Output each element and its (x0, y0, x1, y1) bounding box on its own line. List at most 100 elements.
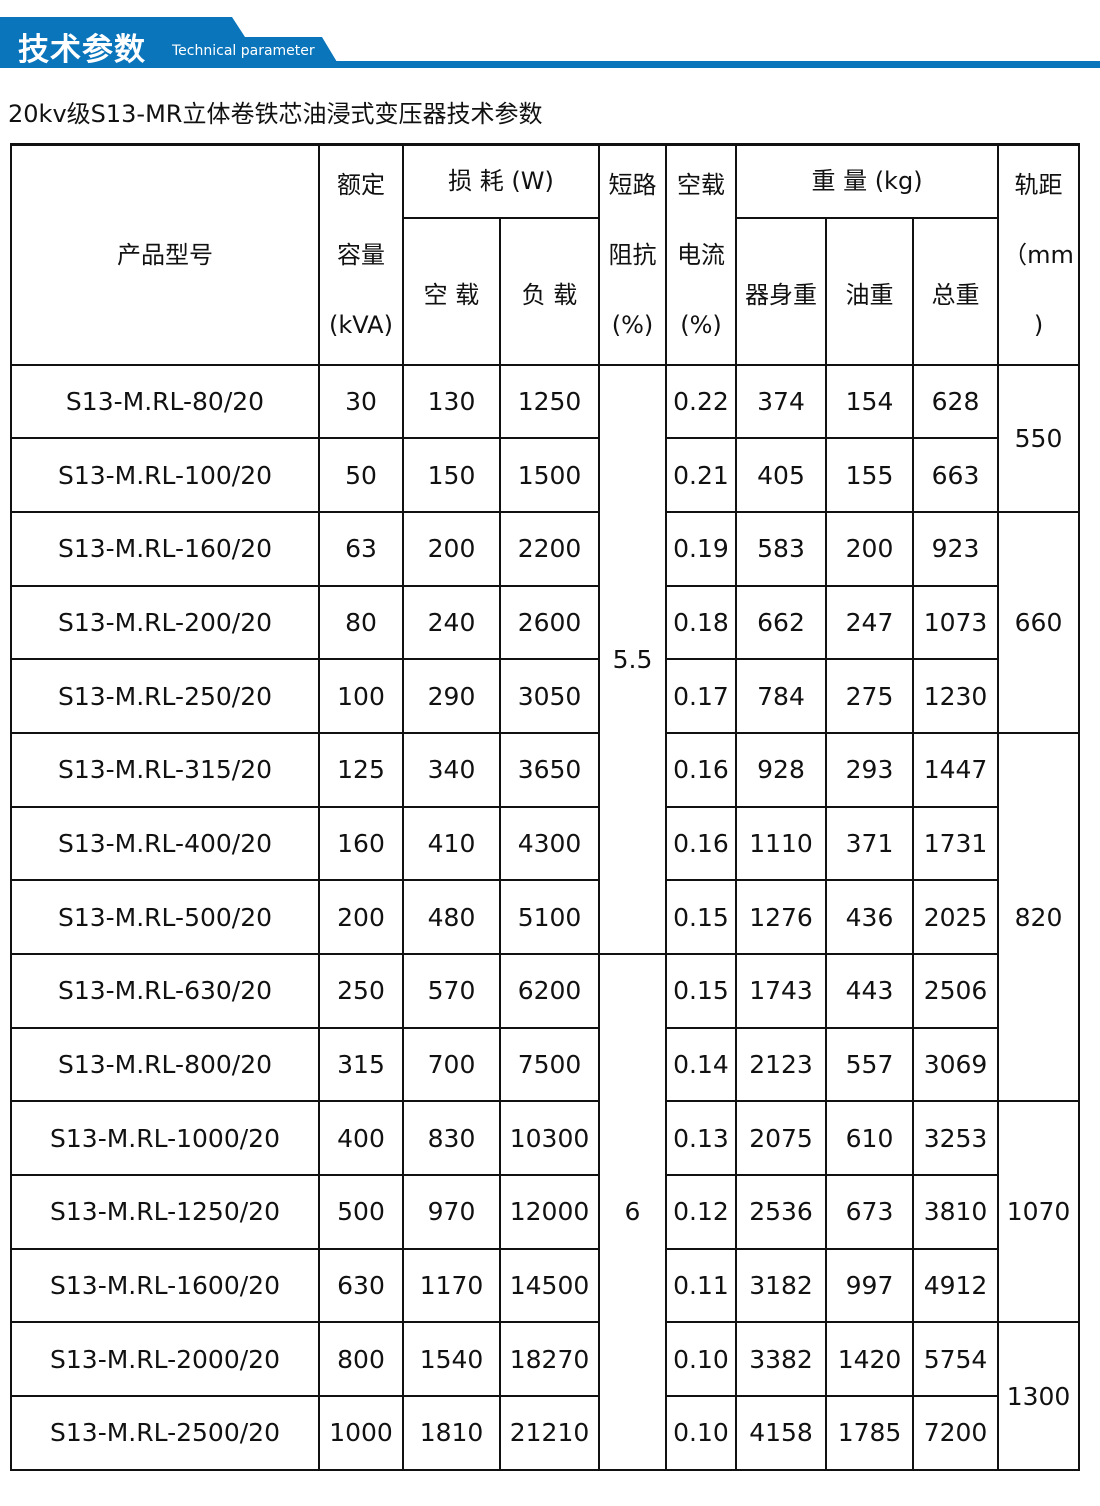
cell-capacity: 800 (318, 1321, 404, 1398)
cell-loss-load: 3050 (499, 658, 600, 734)
cell-total-weight: 3810 (911, 1174, 1000, 1250)
cell-oil-weight: 371 (825, 805, 914, 882)
cell-loss-noload: 1810 (402, 1395, 501, 1471)
cell-loss-load: 14500 (499, 1247, 600, 1324)
header-total-weight: 总重 (911, 216, 1000, 366)
cell-capacity: 30 (318, 363, 404, 440)
cell-loss-load: 18270 (499, 1321, 600, 1398)
cell-total-weight: 663 (911, 437, 1000, 513)
cell-loss-noload: 1170 (402, 1247, 501, 1324)
table-row: S13-M.RL-80/20 30 130 1250 5.5 0.22 374 154 628 5… (10, 363, 1081, 955)
table-row: S13-M.RL-315/20 125 340 3650 0.16 928 293 1447 8… (10, 731, 1081, 1103)
cell-oil-weight: 673 (825, 1174, 914, 1250)
spec-table: 产品型号 额定 容量 (kVA) 损 耗 (W) 短路 阻抗 (%) 空载 电流 (%) 重… (10, 143, 1081, 1471)
cell-loss-noload: 200 (402, 510, 501, 587)
cell-model: S13-M.RL-250/20 (10, 658, 320, 734)
cell-noload-current: 0.16 (665, 731, 737, 808)
cell-oil-weight: 200 (825, 510, 914, 587)
cell-oil-weight: 610 (825, 1100, 914, 1177)
cell-model: S13-M.RL-200/20 (10, 584, 320, 661)
header-capacity: 额定 容量 (kVA) (318, 143, 404, 366)
cell-capacity: 400 (318, 1100, 404, 1177)
cell-capacity: 63 (318, 510, 404, 587)
cell-model: S13-M.RL-800/20 (10, 1026, 320, 1103)
cell-loss-load: 3650 (499, 731, 600, 808)
cell-gauge: 1300 (997, 1321, 1081, 1471)
cell-body-weight: 4158 (735, 1395, 827, 1471)
cell-body-weight: 583 (735, 510, 827, 587)
cell-loss-load: 5100 (499, 879, 600, 955)
cell-oil-weight: 293 (825, 731, 914, 808)
cell-oil-weight: 1785 (825, 1395, 914, 1471)
cell-body-weight: 2536 (735, 1174, 827, 1250)
cell-total-weight: 1731 (911, 805, 1000, 882)
cell-model: S13-M.RL-500/20 (10, 879, 320, 955)
header-gauge: 轨距 （mm) (997, 143, 1081, 366)
cell-capacity: 250 (318, 953, 404, 1029)
cell-noload-current: 0.12 (665, 1174, 737, 1250)
cell-body-weight: 928 (735, 731, 827, 808)
cell-oil-weight: 997 (825, 1247, 914, 1324)
cell-model: S13-M.RL-2500/20 (10, 1395, 320, 1471)
cell-loss-noload: 150 (402, 437, 501, 513)
cell-body-weight: 3182 (735, 1247, 827, 1324)
table-row: S13-M.RL-400/20 160 410 4300 0.16 1110 371 1731 (10, 805, 1079, 882)
cell-loss-noload: 1540 (402, 1321, 501, 1398)
cell-capacity: 125 (318, 731, 404, 808)
cell-oil-weight: 155 (825, 437, 914, 513)
cell-total-weight: 3253 (911, 1100, 1000, 1177)
cell-gauge: 550 (997, 363, 1081, 513)
table-row: S13-M.RL-250/20 100 290 3050 0.17 784 275 1230 (10, 658, 1079, 734)
header-body-weight: 器身重 (735, 216, 827, 366)
table-row: S13-M.RL-160/20 63 200 2200 0.19 583 200 923 660 (10, 510, 1081, 734)
cell-body-weight: 405 (735, 437, 827, 513)
cell-body-weight: 1276 (735, 879, 827, 955)
banner-title: 技术参数 (18, 32, 146, 68)
header-loss: 损 耗 (W) (402, 143, 600, 219)
cell-capacity: 160 (318, 805, 404, 882)
header-oil-weight: 油重 (825, 216, 914, 366)
table-row: S13-M.RL-1250/20 500 970 12000 0.12 2536 673 38… (10, 1174, 1079, 1250)
cell-loss-noload: 700 (402, 1026, 501, 1103)
cell-model: S13-M.RL-315/20 (10, 731, 320, 808)
header-loss-noload: 空 载 (402, 216, 501, 366)
cell-loss-load: 1250 (499, 363, 600, 440)
cell-noload-current: 0.11 (665, 1247, 737, 1324)
cell-model: S13-M.RL-160/20 (10, 510, 320, 587)
banner-rule (0, 61, 1100, 68)
cell-body-weight: 2123 (735, 1026, 827, 1103)
cell-gauge: 820 (997, 731, 1081, 1103)
header-model: 产品型号 (10, 143, 320, 366)
cell-capacity: 100 (318, 658, 404, 734)
cell-noload-current: 0.18 (665, 584, 737, 661)
cell-model: S13-M.RL-2000/20 (10, 1321, 320, 1398)
cell-loss-load: 2200 (499, 510, 600, 587)
cell-loss-load: 10300 (499, 1100, 600, 1177)
table-row: S13-M.RL-100/20 50 150 1500 0.21 405 155 663 (10, 437, 1079, 513)
cell-noload-current: 0.10 (665, 1395, 737, 1471)
cell-noload-current: 0.22 (665, 363, 737, 440)
cell-oil-weight: 1420 (825, 1321, 914, 1398)
cell-loss-noload: 970 (402, 1174, 501, 1250)
cell-oil-weight: 436 (825, 879, 914, 955)
table-row: S13-M.RL-500/20 200 480 5100 0.15 1276 436 2025 (10, 879, 1079, 955)
cell-model: S13-M.RL-630/20 (10, 953, 320, 1029)
cell-noload-current: 0.15 (665, 953, 737, 1029)
cell-loss-noload: 410 (402, 805, 501, 882)
table-row: S13-M.RL-2500/20 1000 1810 21210 0.10 4158 178… (10, 1395, 1079, 1471)
cell-oil-weight: 443 (825, 953, 914, 1029)
cell-body-weight: 2075 (735, 1100, 827, 1177)
cell-loss-noload: 240 (402, 584, 501, 661)
cell-body-weight: 3382 (735, 1321, 827, 1398)
cell-oil-weight: 275 (825, 658, 914, 734)
header-loss-load: 负 载 (499, 216, 600, 366)
cell-noload-current: 0.14 (665, 1026, 737, 1103)
cell-model: S13-M.RL-80/20 (10, 363, 320, 440)
cell-loss-load: 7500 (499, 1026, 600, 1103)
cell-body-weight: 374 (735, 363, 827, 440)
cell-model: S13-M.RL-400/20 (10, 805, 320, 882)
cell-total-weight: 1447 (911, 731, 1000, 808)
cell-model: S13-M.RL-1250/20 (10, 1174, 320, 1250)
cell-capacity: 200 (318, 879, 404, 955)
cell-impedance: 5.5 (598, 363, 667, 955)
